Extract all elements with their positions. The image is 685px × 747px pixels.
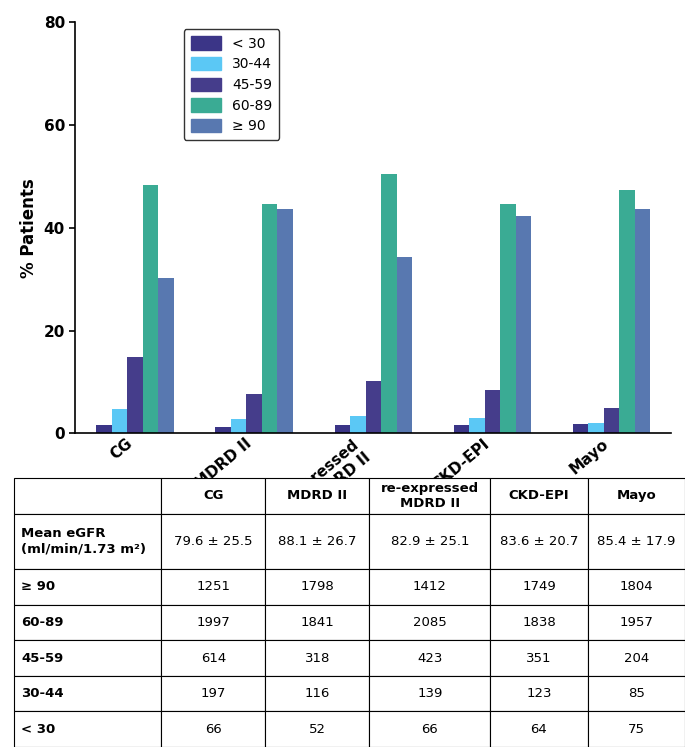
Bar — [469, 418, 485, 433]
Bar — [366, 381, 381, 433]
Bar — [619, 190, 635, 433]
Legend: < 30, 30-44, 45-59, 60-89, ≥ 90: < 30, 30-44, 45-59, 60-89, ≥ 90 — [184, 29, 279, 140]
Bar — [500, 205, 516, 433]
Bar — [112, 409, 127, 433]
Bar — [381, 174, 397, 433]
Bar — [158, 277, 174, 433]
Bar — [516, 215, 532, 433]
Bar — [215, 427, 231, 433]
Bar — [635, 208, 651, 433]
Bar — [334, 425, 350, 433]
Bar — [231, 419, 247, 433]
Bar — [127, 357, 142, 433]
Bar — [142, 185, 158, 433]
Bar — [485, 390, 500, 433]
Bar — [262, 204, 277, 433]
Bar — [453, 425, 469, 433]
Bar — [350, 416, 366, 433]
Bar — [96, 425, 112, 433]
Bar — [397, 258, 412, 433]
Y-axis label: % Patients: % Patients — [20, 178, 38, 278]
Bar — [604, 408, 619, 433]
Bar — [588, 423, 604, 433]
Bar — [277, 209, 293, 433]
Bar — [573, 424, 588, 433]
Bar — [247, 394, 262, 433]
